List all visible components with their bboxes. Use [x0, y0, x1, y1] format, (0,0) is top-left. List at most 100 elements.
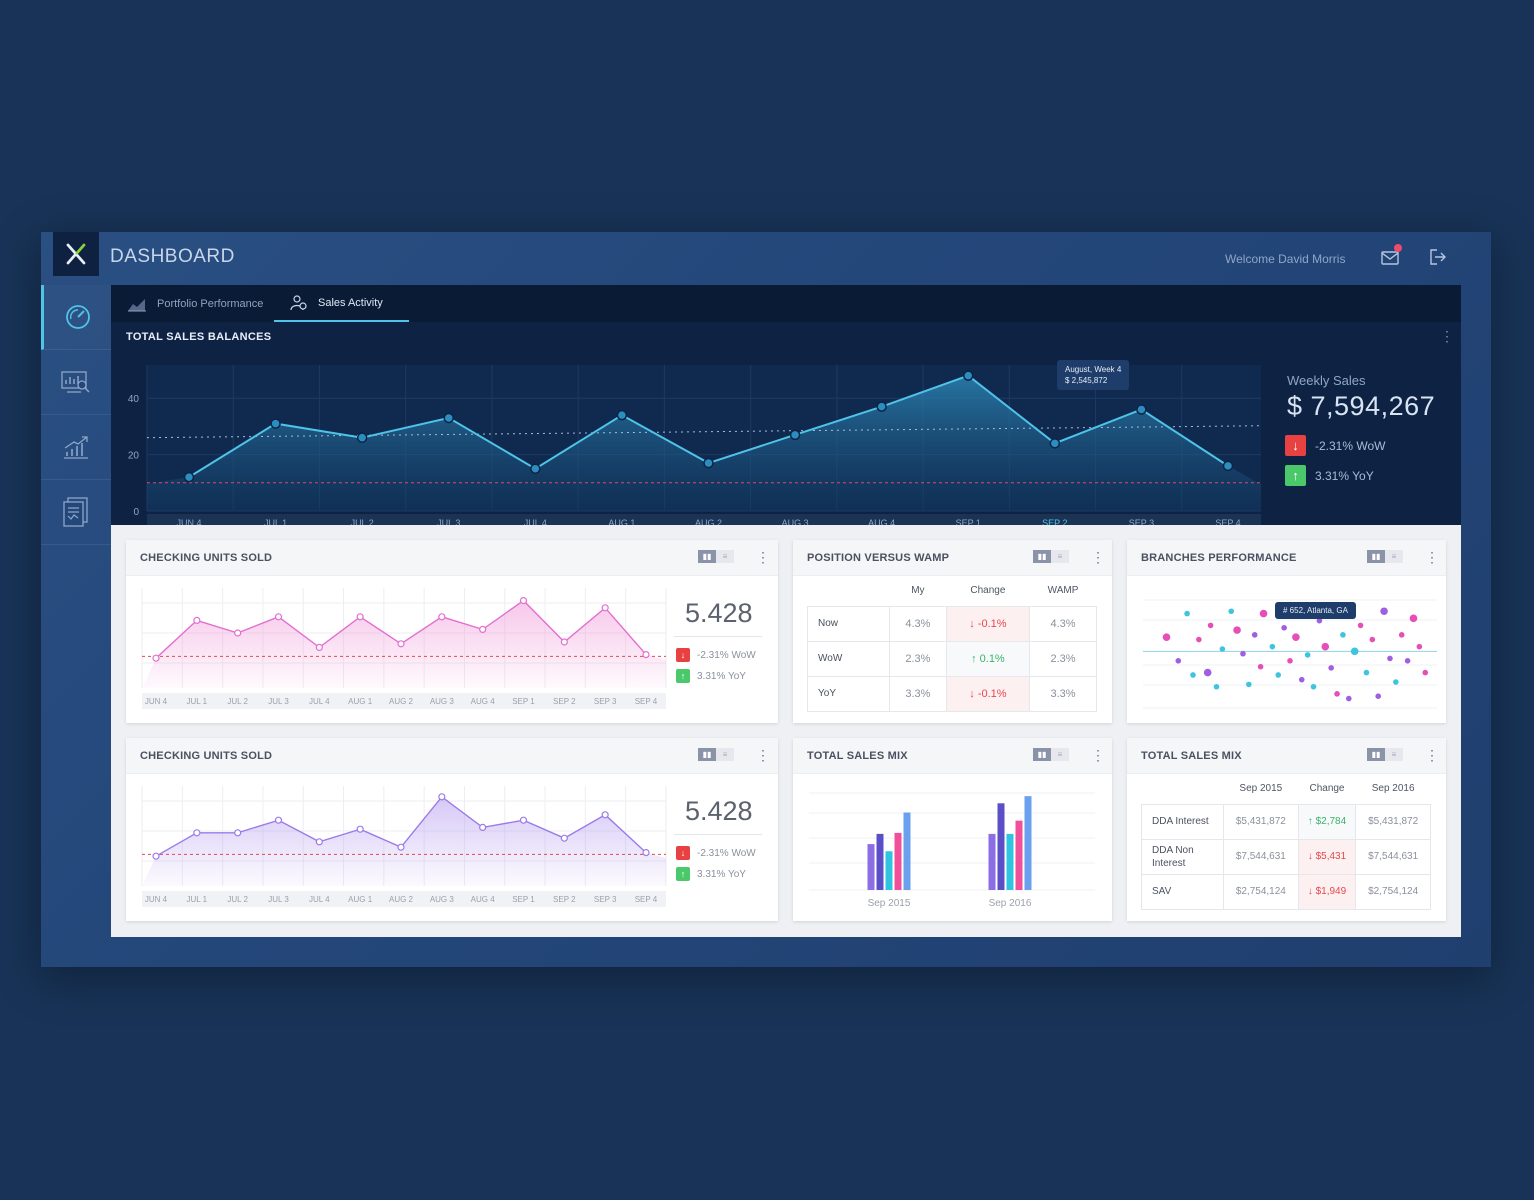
data-point: [356, 432, 368, 443]
view-toggle: ▮▮ ≡: [698, 550, 734, 563]
branch-point: [1350, 647, 1359, 656]
data-point: [479, 823, 487, 832]
branch-point: [1310, 683, 1317, 690]
cell-sep-2016: $5,431,872: [1355, 803, 1431, 840]
x-tick-label: AUG 4: [471, 895, 496, 904]
data-point: [601, 604, 609, 612]
weekly-sales-value: $ 7,594,267: [1287, 391, 1436, 421]
bar: [997, 803, 1005, 890]
sidebar-item-reports[interactable]: [41, 480, 111, 545]
change-value: -0.1%: [977, 687, 1007, 700]
wamp-table: My Change WAMP Now 4.3% ↓ -0.1% 4.3% WoW…: [807, 576, 1097, 712]
chart-view-icon[interactable]: ▮▮: [1367, 550, 1385, 563]
x-category-label: Sep 2016: [989, 898, 1032, 909]
sidebar-item-growth[interactable]: [41, 415, 111, 480]
divider: [674, 834, 762, 835]
x-tick-label: AUG 2: [695, 518, 722, 525]
arrow-down-icon: ↓: [676, 846, 690, 860]
wow-text: -2.31% WoW: [1315, 438, 1386, 453]
branch-point: [1328, 665, 1334, 671]
app-logo[interactable]: [53, 232, 99, 276]
branch-point: [1251, 632, 1258, 638]
table-row: WoW 2.3% ↑ 0.1% 2.3%: [807, 640, 1097, 677]
x-tick-label: JUL 2: [227, 697, 248, 706]
wow-stat: ↓ -2.31% WoW: [676, 846, 756, 860]
x-tick-label: AUG 2: [389, 895, 414, 904]
x-tick-label: AUG 4: [471, 697, 496, 706]
column-header: [808, 576, 890, 606]
analytics-search-icon: [61, 371, 90, 393]
list-view-icon[interactable]: ≡: [1385, 748, 1403, 761]
cell-sep-2016: $2,754,124: [1355, 873, 1431, 910]
row-label: WoW: [807, 640, 890, 677]
table-header-row: Sep 2015 Change Sep 2016: [1142, 774, 1431, 804]
sales-mix-table: Sep 2015 Change Sep 2016 DDA Interest $5…: [1141, 774, 1431, 910]
card-menu-button[interactable]: ⋮: [1091, 549, 1105, 565]
branch-point: [1321, 642, 1330, 651]
branch-point: [1404, 658, 1411, 664]
table-row: DDA Interest $5,431,872 ↑ $2,784 $5,431,…: [1141, 803, 1431, 840]
data-point: [152, 852, 160, 860]
branch-point: [1292, 633, 1300, 641]
card-header: CHECKING UNITS SOLD ▮▮ ≡ ⋮: [126, 540, 778, 576]
chart-view-icon[interactable]: ▮▮: [698, 748, 716, 761]
divider: [674, 636, 762, 637]
tab-sales-activity[interactable]: Sales Activity: [274, 285, 409, 322]
sidebar-item-analytics[interactable]: [41, 350, 111, 415]
card-header: BRANCHES PERFORMANCE ▮▮ ≡ ⋮: [1127, 540, 1446, 576]
branch-point: [1175, 658, 1182, 664]
cell-change: ↓ -0.1%: [945, 605, 1031, 642]
cell-change: ↓ $1,949: [1297, 873, 1357, 910]
mail-button[interactable]: [1381, 244, 1403, 268]
chart-view-icon[interactable]: ▮▮: [1367, 748, 1385, 761]
data-point: [560, 834, 568, 842]
data-point: [963, 370, 974, 381]
x-tick-label: JUL 1: [187, 697, 208, 706]
card-menu-button[interactable]: ⋮: [756, 747, 770, 763]
panel-menu-button[interactable]: ⋮: [1440, 328, 1454, 344]
branch-point: [1416, 643, 1423, 650]
branch-point: [1259, 609, 1268, 618]
list-view-icon[interactable]: ≡: [1051, 748, 1069, 761]
tab-portfolio-performance[interactable]: Portfolio Performance: [111, 285, 279, 322]
y-tick-label: 0: [133, 507, 139, 518]
data-point: [443, 412, 454, 424]
cell-sep-2015: $7,544,631: [1223, 838, 1299, 875]
weekly-sales-label: Weekly Sales: [1287, 373, 1366, 388]
wow-stat: ↓ -2.31% WoW: [1285, 435, 1385, 456]
card-title: TOTAL SALES MIX: [1141, 750, 1242, 762]
list-view-icon[interactable]: ≡: [1385, 550, 1403, 563]
card-title: TOTAL SALES MIX: [807, 750, 908, 762]
bar: [903, 812, 911, 890]
card-menu-button[interactable]: ⋮: [756, 549, 770, 565]
branch-point: [1257, 663, 1264, 670]
list-view-icon[interactable]: ≡: [1051, 550, 1069, 563]
branch-point: [1228, 608, 1234, 615]
chart-view-icon[interactable]: ▮▮: [698, 550, 716, 563]
notification-badge: [1394, 244, 1402, 252]
x-tick-label: JUL 2: [351, 518, 374, 525]
chart-view-icon[interactable]: ▮▮: [1033, 748, 1051, 761]
data-point: [1049, 438, 1061, 449]
report-document-icon: [63, 497, 88, 527]
card-menu-button[interactable]: ⋮: [1425, 747, 1439, 763]
card-title: CHECKING UNITS SOLD: [140, 750, 273, 762]
people-icon: [290, 294, 307, 310]
bar: [876, 833, 884, 890]
x-tick-label: JUN 4: [145, 895, 168, 904]
checking-units-card-1: CHECKING UNITS SOLD ▮▮ ≡ ⋮ JUN 4 JUL 1 JUL…: [126, 540, 778, 723]
list-view-icon[interactable]: ≡: [716, 550, 734, 563]
chart-view-icon[interactable]: ▮▮: [1033, 550, 1051, 563]
card-menu-button[interactable]: ⋮: [1091, 747, 1105, 763]
table-row: Now 4.3% ↓ -0.1% 4.3%: [807, 605, 1097, 642]
data-point: [397, 843, 405, 851]
sidebar-item-dashboard[interactable]: [41, 285, 111, 350]
card-menu-button[interactable]: ⋮: [1425, 549, 1439, 565]
list-view-icon[interactable]: ≡: [716, 748, 734, 761]
logout-button[interactable]: [1429, 248, 1451, 268]
row-label: DDA Non Interest: [1141, 838, 1224, 875]
x-tick-label: JUL 1: [264, 518, 287, 525]
data-point: [519, 816, 528, 824]
x-tick-label: AUG 3: [782, 518, 809, 525]
branch-point: [1190, 672, 1196, 678]
